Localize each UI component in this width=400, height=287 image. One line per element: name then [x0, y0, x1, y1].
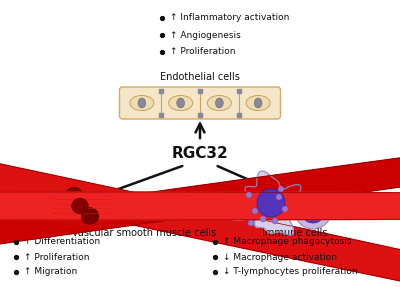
Ellipse shape [294, 189, 332, 229]
Text: ↑ Macrophage phagocytosis: ↑ Macrophage phagocytosis [223, 238, 352, 247]
Ellipse shape [65, 187, 83, 205]
Text: Endothelial cells: Endothelial cells [160, 72, 240, 82]
Polygon shape [0, 192, 400, 220]
Ellipse shape [276, 194, 282, 200]
Text: ↑ Angiogenesis: ↑ Angiogenesis [170, 30, 241, 40]
Text: ↓ T-lymphocytes proliferation: ↓ T-lymphocytes proliferation [223, 267, 358, 276]
Ellipse shape [169, 96, 193, 110]
Ellipse shape [207, 96, 231, 110]
Ellipse shape [216, 98, 223, 108]
Text: ↑ Proliferation: ↑ Proliferation [24, 253, 90, 261]
Ellipse shape [248, 220, 254, 226]
Ellipse shape [254, 98, 262, 108]
Ellipse shape [272, 218, 278, 224]
Ellipse shape [246, 96, 270, 110]
Polygon shape [0, 4, 400, 287]
Text: RGC32: RGC32 [172, 146, 228, 160]
Ellipse shape [72, 198, 88, 214]
FancyBboxPatch shape [120, 87, 280, 119]
Text: ↓ Macrophage activation: ↓ Macrophage activation [223, 253, 337, 261]
Text: ↑ Inflammatory activation: ↑ Inflammatory activation [170, 13, 289, 22]
Polygon shape [0, 93, 400, 287]
Ellipse shape [282, 206, 288, 212]
Ellipse shape [246, 192, 252, 198]
Text: Vascular smooth muscle cells: Vascular smooth muscle cells [72, 228, 216, 238]
Ellipse shape [278, 186, 284, 192]
Ellipse shape [177, 98, 184, 108]
Text: Immune cells: Immune cells [262, 228, 328, 238]
Ellipse shape [260, 216, 266, 222]
Ellipse shape [252, 208, 258, 214]
Text: ↑ Proliferation: ↑ Proliferation [170, 48, 236, 57]
Ellipse shape [300, 195, 326, 223]
Ellipse shape [130, 96, 154, 110]
Ellipse shape [82, 208, 98, 224]
Text: ↑ Migration: ↑ Migration [24, 267, 77, 276]
Text: ↑ Differentiation: ↑ Differentiation [24, 238, 100, 247]
Polygon shape [230, 171, 310, 235]
Ellipse shape [138, 98, 146, 108]
Ellipse shape [257, 189, 285, 217]
